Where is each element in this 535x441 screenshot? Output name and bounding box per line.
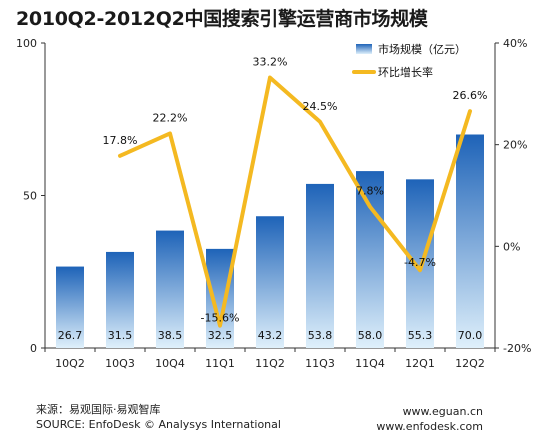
bar bbox=[206, 248, 234, 348]
bar-value-label: 31.5 bbox=[108, 329, 133, 342]
source-en: SOURCE: EnfoDesk © Analysys Internationa… bbox=[36, 418, 281, 431]
chart-title: 2010Q2-2012Q2中国搜索引擎运营商市场规模 bbox=[16, 8, 428, 30]
x-tick-label: 11Q4 bbox=[355, 357, 385, 370]
x-tick-label: 11Q3 bbox=[305, 357, 335, 370]
line-value-label: 33.2% bbox=[253, 56, 288, 69]
line-value-label: 26.6% bbox=[453, 89, 488, 102]
x-tick-label: 10Q2 bbox=[55, 357, 85, 370]
bar-value-label: 70.0 bbox=[458, 329, 483, 342]
bar-value-label: 38.5 bbox=[158, 329, 183, 342]
bar bbox=[106, 251, 134, 348]
legend: 市场规模（亿元） 环比增长率 bbox=[352, 42, 466, 79]
y-right-tick-label: 0% bbox=[503, 240, 520, 253]
bar bbox=[306, 183, 334, 348]
y-right-tick-label: 40% bbox=[503, 37, 527, 50]
bar bbox=[56, 266, 84, 348]
legend-label-line: 环比增长率 bbox=[378, 65, 433, 79]
y-left-tick-label: 50 bbox=[23, 190, 37, 203]
line-value-label: 7.8% bbox=[356, 185, 384, 198]
line-value-label: -15.6% bbox=[201, 312, 240, 325]
bar bbox=[356, 171, 384, 348]
y-left-tick-label: 100 bbox=[16, 37, 37, 50]
line-value-label: 17.8% bbox=[103, 134, 138, 147]
legend-label-bar: 市场规模（亿元） bbox=[378, 42, 466, 56]
x-tick-label: 11Q1 bbox=[205, 357, 235, 370]
line-value-label: 22.2% bbox=[153, 111, 188, 124]
bar bbox=[456, 134, 484, 348]
bar-value-label: 43.2 bbox=[258, 329, 283, 342]
x-tick-label: 10Q4 bbox=[155, 357, 185, 370]
bar-value-label: 58.0 bbox=[358, 329, 383, 342]
bar bbox=[156, 230, 184, 348]
bar-value-label: 55.3 bbox=[408, 329, 433, 342]
growth-rate-line bbox=[118, 75, 472, 328]
x-tick-label: 12Q2 bbox=[455, 357, 485, 370]
x-tick-label: 10Q3 bbox=[105, 357, 135, 370]
x-tick-label: 11Q2 bbox=[255, 357, 285, 370]
source-cn: 来源：易观国际·易观智库 bbox=[36, 403, 161, 416]
source-url-1: www.eguan.cn bbox=[402, 405, 483, 418]
source-url-2: www.enfodesk.com bbox=[376, 420, 483, 433]
legend-swatch-bar bbox=[356, 44, 372, 54]
bar bbox=[256, 216, 284, 348]
line-value-label: -4.7% bbox=[404, 256, 436, 269]
line-value-label: 24.5% bbox=[303, 100, 338, 113]
y-left-tick-label: 0 bbox=[30, 342, 37, 355]
bar-value-label: 26.7 bbox=[58, 329, 83, 342]
bar-value-label: 53.8 bbox=[308, 329, 333, 342]
bar-value-label: 32.5 bbox=[208, 329, 233, 342]
y-right-tick-label: -20% bbox=[503, 342, 531, 355]
y-right-tick-label: 20% bbox=[503, 139, 527, 152]
x-tick-label: 12Q1 bbox=[405, 357, 435, 370]
